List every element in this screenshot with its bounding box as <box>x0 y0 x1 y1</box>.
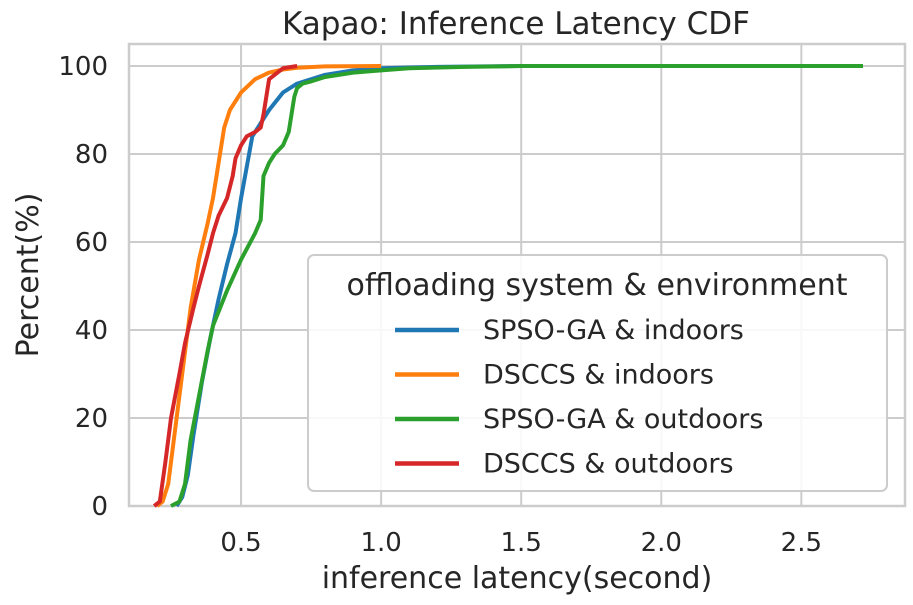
y-tick-labels: 0 20 40 60 80 100 <box>58 52 108 522</box>
legend: offloading system & environment SPSO-GA … <box>307 254 888 492</box>
y-tick-label: 100 <box>58 52 108 82</box>
y-tick-label: 80 <box>75 140 108 170</box>
x-tick-label: 2.5 <box>781 528 822 558</box>
series-layer <box>152 64 863 508</box>
x-tick-label: 1.5 <box>501 528 542 558</box>
legend-box <box>307 254 888 492</box>
legend-label: SPSO-GA & outdoors <box>483 404 763 435</box>
x-tick-label: 2.0 <box>641 528 682 558</box>
x-tick-labels: 0.5 1.0 1.5 2.0 2.5 <box>220 528 822 558</box>
legend-label: DSCCS & indoors <box>483 360 714 391</box>
legend-label: SPSO-GA & indoors <box>483 315 744 346</box>
legend-title: offloading system & environment <box>346 268 847 303</box>
series-line-4 <box>152 64 298 508</box>
x-axis-label: inference latency(second) <box>322 561 713 596</box>
y-axis-label: Percent(%) <box>11 193 46 358</box>
plot-frame <box>127 42 907 508</box>
legend-label: DSCCS & outdoors <box>483 449 734 480</box>
y-tick-label: 40 <box>75 316 108 346</box>
y-tick-label: 60 <box>75 228 108 258</box>
y-tick-label: 0 <box>91 492 108 522</box>
chart-title: Kapao: Inference Latency CDF <box>282 6 750 42</box>
legend-items: SPSO-GA & indoors DSCCS & indoors SPSO-GA … <box>395 315 763 480</box>
series-line-3 <box>170 64 863 508</box>
x-tick-label: 0.5 <box>220 528 261 558</box>
plot-area <box>127 42 907 508</box>
x-tick-label: 1.0 <box>360 528 401 558</box>
y-tick-label: 20 <box>75 404 108 434</box>
